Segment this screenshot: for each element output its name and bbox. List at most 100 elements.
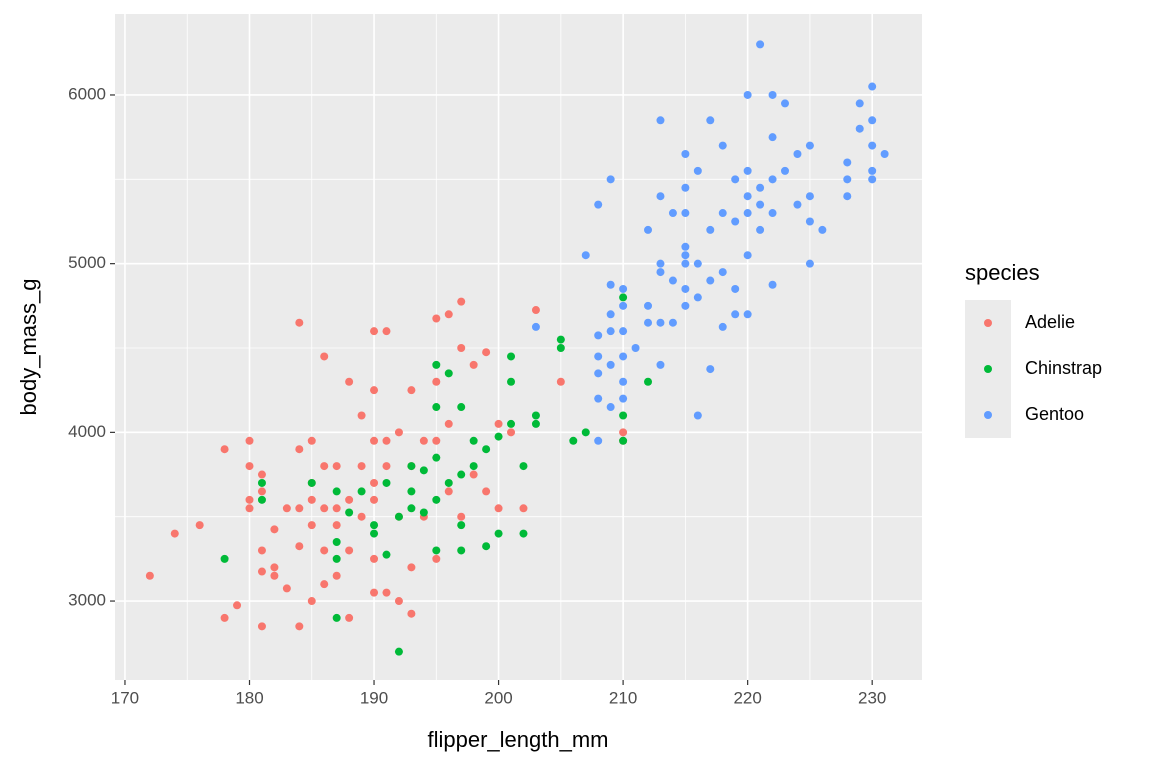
point <box>743 166 752 175</box>
point <box>594 394 603 403</box>
x-tick-label: 230 <box>858 688 886 707</box>
point <box>743 192 752 201</box>
point <box>519 504 528 513</box>
point <box>432 360 441 369</box>
x-tick-label: 170 <box>111 688 139 707</box>
point <box>382 478 391 487</box>
point <box>370 588 379 597</box>
point <box>531 411 540 420</box>
point <box>320 580 329 589</box>
point <box>805 217 814 226</box>
point <box>693 411 702 420</box>
point <box>295 542 304 551</box>
x-tick-label: 210 <box>609 688 637 707</box>
point <box>332 571 341 580</box>
point <box>332 613 341 622</box>
point <box>581 251 590 260</box>
y-tick-label: 5000 <box>68 253 106 272</box>
point <box>444 478 453 487</box>
point <box>394 512 403 521</box>
x-tick-label: 200 <box>484 688 512 707</box>
point <box>233 601 242 610</box>
point <box>668 318 677 327</box>
point <box>531 322 540 331</box>
point <box>444 487 453 496</box>
point <box>332 462 341 471</box>
point <box>606 403 615 412</box>
point <box>569 436 578 445</box>
point <box>681 209 690 218</box>
point <box>345 508 354 517</box>
point <box>145 571 154 580</box>
point <box>469 470 478 479</box>
point <box>320 462 329 471</box>
point <box>768 90 777 99</box>
point <box>320 352 329 361</box>
point <box>718 322 727 331</box>
point <box>631 344 640 353</box>
point <box>731 284 740 293</box>
legend-label: Gentoo <box>1025 404 1084 424</box>
point <box>357 462 366 471</box>
point <box>444 310 453 319</box>
legend-label: Adelie <box>1025 312 1075 332</box>
point <box>656 360 665 369</box>
point <box>581 428 590 437</box>
point <box>556 335 565 344</box>
point <box>432 377 441 386</box>
point <box>457 521 466 530</box>
point <box>656 318 665 327</box>
point <box>257 546 266 555</box>
y-tick-label: 4000 <box>68 422 106 441</box>
plot-panel <box>115 14 922 680</box>
point <box>756 225 765 234</box>
point <box>706 116 715 125</box>
point <box>332 538 341 547</box>
point <box>282 584 291 593</box>
point <box>482 348 491 357</box>
point <box>170 529 179 538</box>
point <box>457 403 466 412</box>
point <box>868 175 877 184</box>
point <box>457 512 466 521</box>
point <box>444 419 453 428</box>
point <box>257 470 266 479</box>
point <box>594 331 603 340</box>
legend-marker <box>984 365 992 373</box>
point <box>332 521 341 530</box>
point <box>245 462 254 471</box>
point <box>805 259 814 268</box>
point <box>880 150 889 159</box>
point <box>432 436 441 445</box>
point <box>619 377 628 386</box>
point <box>270 525 279 534</box>
point <box>531 419 540 428</box>
point <box>681 242 690 251</box>
point <box>257 487 266 496</box>
point <box>270 571 279 580</box>
point <box>619 352 628 361</box>
point <box>619 428 628 437</box>
point <box>295 318 304 327</box>
point <box>681 259 690 268</box>
point <box>519 529 528 538</box>
point <box>220 613 229 622</box>
point <box>482 445 491 454</box>
point <box>868 116 877 125</box>
point <box>419 466 428 475</box>
point <box>382 588 391 597</box>
point <box>781 166 790 175</box>
point <box>743 209 752 218</box>
point <box>457 344 466 353</box>
point <box>731 217 740 226</box>
point <box>781 99 790 108</box>
point <box>494 419 503 428</box>
point <box>382 550 391 559</box>
point <box>370 327 379 336</box>
y-tick-label: 3000 <box>68 591 106 610</box>
point <box>556 344 565 353</box>
point <box>693 293 702 302</box>
point <box>220 554 229 563</box>
point <box>295 504 304 513</box>
